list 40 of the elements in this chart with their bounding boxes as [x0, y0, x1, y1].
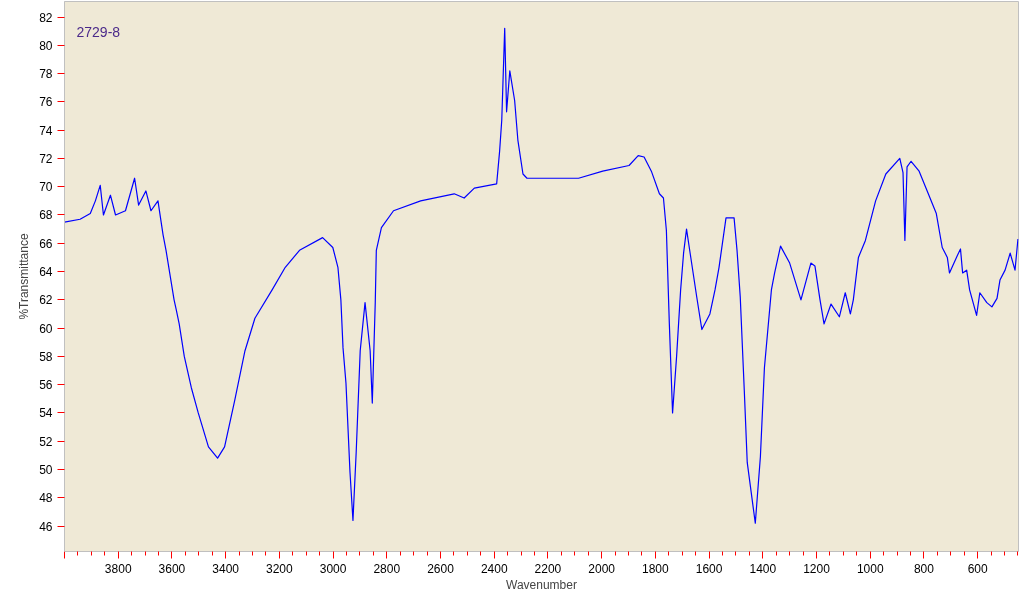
y-tick-label: 64	[39, 265, 53, 280]
y-tick-label: 56	[39, 378, 53, 393]
x-axis-title: Wavenumber	[506, 577, 577, 592]
y-tick-label: 76	[39, 95, 53, 110]
y-tick-label: 58	[39, 349, 53, 364]
y-tick-label: 48	[39, 491, 53, 506]
y-tick-label: 66	[39, 236, 53, 251]
x-tick-label: 1600	[695, 561, 723, 576]
y-tick-label: 80	[39, 38, 53, 53]
y-tick-label: 78	[39, 67, 53, 82]
y-tick-label: 60	[39, 321, 53, 336]
y-tick-label: 52	[39, 434, 53, 449]
annotation: 2729-8	[76, 23, 121, 40]
y-tick-label: 46	[39, 519, 53, 534]
x-tick-label: 2800	[373, 561, 401, 576]
x-tick-label: 2200	[534, 561, 562, 576]
x-tick-label: 1800	[642, 561, 670, 576]
y-tick-label: 62	[39, 293, 53, 308]
x-tick-label: 2400	[480, 561, 508, 576]
x-tick-label: 600	[967, 561, 989, 576]
x-tick-label: 3000	[319, 561, 347, 576]
y-tick-label: 54	[39, 406, 53, 421]
y-tick-label: 50	[39, 462, 53, 477]
y-axis-title: %Transmittance	[17, 233, 32, 320]
x-tick-label: 1200	[803, 561, 831, 576]
x-tick-label: 1000	[856, 561, 884, 576]
x-tick-label: 3400	[212, 561, 240, 576]
y-tick-label: 72	[39, 151, 53, 166]
y-tick-label: 70	[39, 180, 53, 195]
x-tick-label: 800	[913, 561, 935, 576]
x-tick-label: 2000	[588, 561, 616, 576]
y-tick-label: 74	[39, 123, 53, 138]
x-tick-label: 3800	[104, 561, 132, 576]
y-tick-label: 82	[39, 10, 53, 25]
x-tick-label: 2600	[427, 561, 455, 576]
line-series	[64, 27, 1019, 524]
x-tick-label: 3200	[266, 561, 294, 576]
y-tick-label: 68	[39, 208, 53, 223]
x-tick-label: 1400	[749, 561, 777, 576]
x-tick-label: 3600	[158, 561, 186, 576]
